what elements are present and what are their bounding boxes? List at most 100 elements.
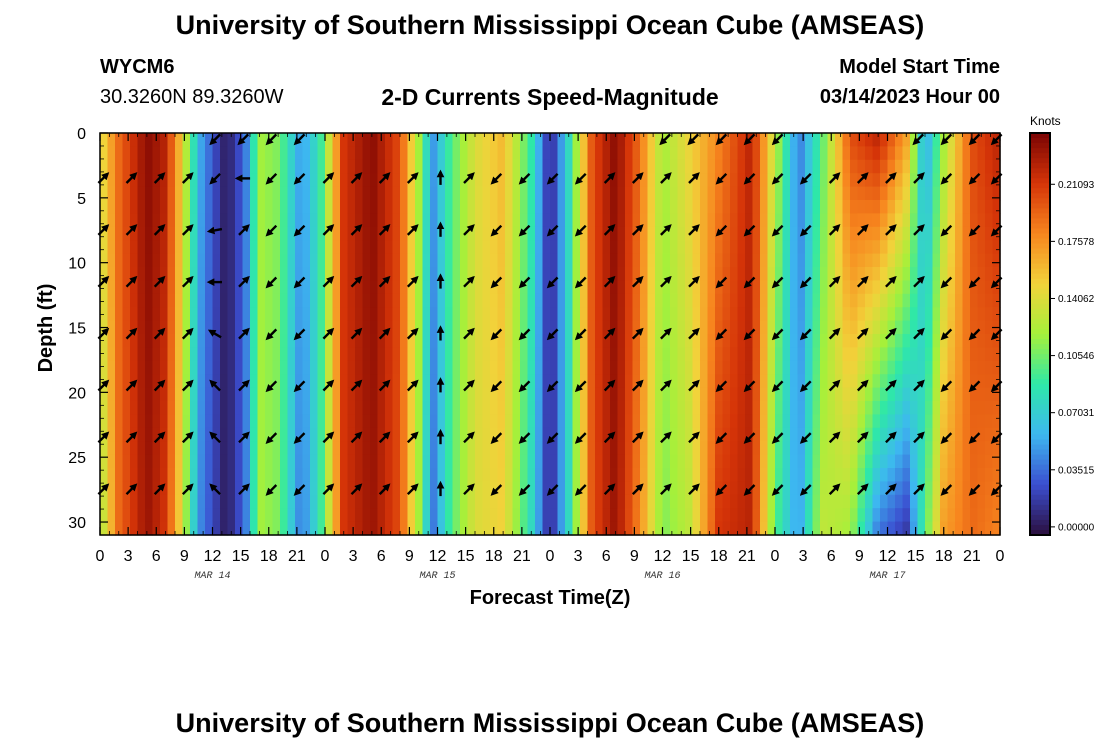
current-vector-arrow xyxy=(322,379,335,392)
current-vector-arrow xyxy=(968,224,981,237)
heatmap-cell xyxy=(512,133,521,147)
heatmap-cell xyxy=(880,360,889,375)
current-vector-arrow xyxy=(209,172,221,185)
heatmap-cell xyxy=(452,146,461,161)
heatmap-cell xyxy=(602,334,611,348)
heatmap-cell xyxy=(632,133,641,147)
heatmap-cell xyxy=(722,186,731,201)
heatmap-cell xyxy=(857,267,866,281)
heatmap-cell xyxy=(947,521,956,536)
heatmap-cell xyxy=(527,521,536,536)
heatmap-cell xyxy=(947,200,956,214)
heatmap-cell xyxy=(977,280,986,295)
heatmap-cell xyxy=(925,441,934,456)
current-vector-arrow xyxy=(406,327,419,340)
heatmap-cell xyxy=(175,267,184,281)
heatmap-cell xyxy=(272,186,281,201)
heatmap-cell xyxy=(685,213,694,228)
heatmap-cell xyxy=(812,468,821,482)
heatmap-cell xyxy=(962,173,971,188)
heatmap-cell xyxy=(310,267,319,281)
heatmap-cell xyxy=(272,454,281,469)
heatmap-cell xyxy=(962,307,971,322)
heatmap-cell xyxy=(610,401,619,415)
heatmap-cell xyxy=(527,133,536,147)
heatmap-cell xyxy=(445,267,454,281)
heatmap-cell xyxy=(227,213,236,228)
heatmap-cell xyxy=(850,133,859,147)
current-vector-arrow xyxy=(293,432,306,444)
heatmap-cell xyxy=(655,173,664,188)
heatmap-cell xyxy=(265,441,274,456)
heatmap-cell xyxy=(317,387,326,402)
heatmap-cell xyxy=(947,360,956,375)
heatmap-cell xyxy=(475,441,484,456)
heatmap-cell xyxy=(737,374,746,389)
y-tick-label: 15 xyxy=(68,321,86,338)
heatmap-cell xyxy=(790,468,799,482)
current-vector-arrow xyxy=(265,432,278,444)
colorbar-segment xyxy=(1030,399,1050,405)
heatmap-cell xyxy=(625,173,634,188)
heatmap-cell xyxy=(535,253,544,268)
heatmap-cell xyxy=(467,146,476,161)
heatmap-cell xyxy=(565,293,574,308)
heatmap-cell xyxy=(490,200,499,214)
heatmap-cell xyxy=(850,387,859,402)
heatmap-cell xyxy=(160,307,169,322)
heatmap-cell xyxy=(460,508,469,523)
heatmap-cell xyxy=(595,146,604,161)
heatmap-cell xyxy=(550,213,559,228)
heatmap-cell xyxy=(370,374,379,389)
heatmap-cell xyxy=(572,307,581,322)
heatmap-cell xyxy=(160,200,169,214)
heatmap-cell xyxy=(722,159,731,174)
heatmap-cell xyxy=(355,468,364,482)
heatmap-cell xyxy=(332,481,341,496)
heatmap-cell xyxy=(227,307,236,322)
heatmap-cell xyxy=(865,360,874,375)
heatmap-cell xyxy=(160,226,169,241)
heatmap-cell xyxy=(400,200,409,214)
heatmap-cell xyxy=(385,200,394,214)
heatmap-cell xyxy=(362,226,371,241)
heatmap-cell xyxy=(917,441,926,456)
heatmap-cell xyxy=(160,146,169,161)
heatmap-cell xyxy=(977,307,986,322)
colorbar-segment xyxy=(1030,429,1050,436)
heatmap-cell xyxy=(197,226,206,241)
heatmap-cell xyxy=(475,146,484,161)
heatmap-cell xyxy=(737,508,746,523)
heatmap-cell xyxy=(460,494,469,509)
heatmap-cell xyxy=(250,133,259,147)
heatmap-cell xyxy=(730,267,739,281)
heatmap-cell xyxy=(235,494,244,509)
heatmap-cell xyxy=(227,494,236,509)
heatmap-cell xyxy=(722,521,731,536)
heatmap-cell xyxy=(625,159,634,174)
heatmap-cell xyxy=(857,253,866,268)
heatmap-cell xyxy=(602,427,611,442)
heatmap-cell xyxy=(700,508,709,523)
heatmap-cell xyxy=(445,481,454,496)
heatmap-cell xyxy=(557,226,566,241)
heatmap-cell xyxy=(655,280,664,295)
heatmap-cell xyxy=(452,267,461,281)
heatmap-cell xyxy=(475,280,484,295)
heatmap-cell xyxy=(715,387,724,402)
heatmap-cell xyxy=(467,293,476,308)
heatmap-cell xyxy=(707,387,716,402)
heatmap-cell xyxy=(617,226,626,241)
heatmap-cell xyxy=(565,468,574,482)
heatmap-cell xyxy=(265,200,274,214)
heatmap-cell xyxy=(595,441,604,456)
heatmap-cell xyxy=(865,481,874,496)
current-vector-arrow xyxy=(743,432,756,444)
heatmap-cell xyxy=(752,200,761,214)
heatmap-cell xyxy=(632,226,641,241)
heatmap-cell xyxy=(265,240,274,255)
heatmap-cell xyxy=(362,414,371,429)
heatmap-cell xyxy=(865,427,874,442)
heatmap-cell xyxy=(865,280,874,295)
heatmap-cell xyxy=(355,521,364,536)
